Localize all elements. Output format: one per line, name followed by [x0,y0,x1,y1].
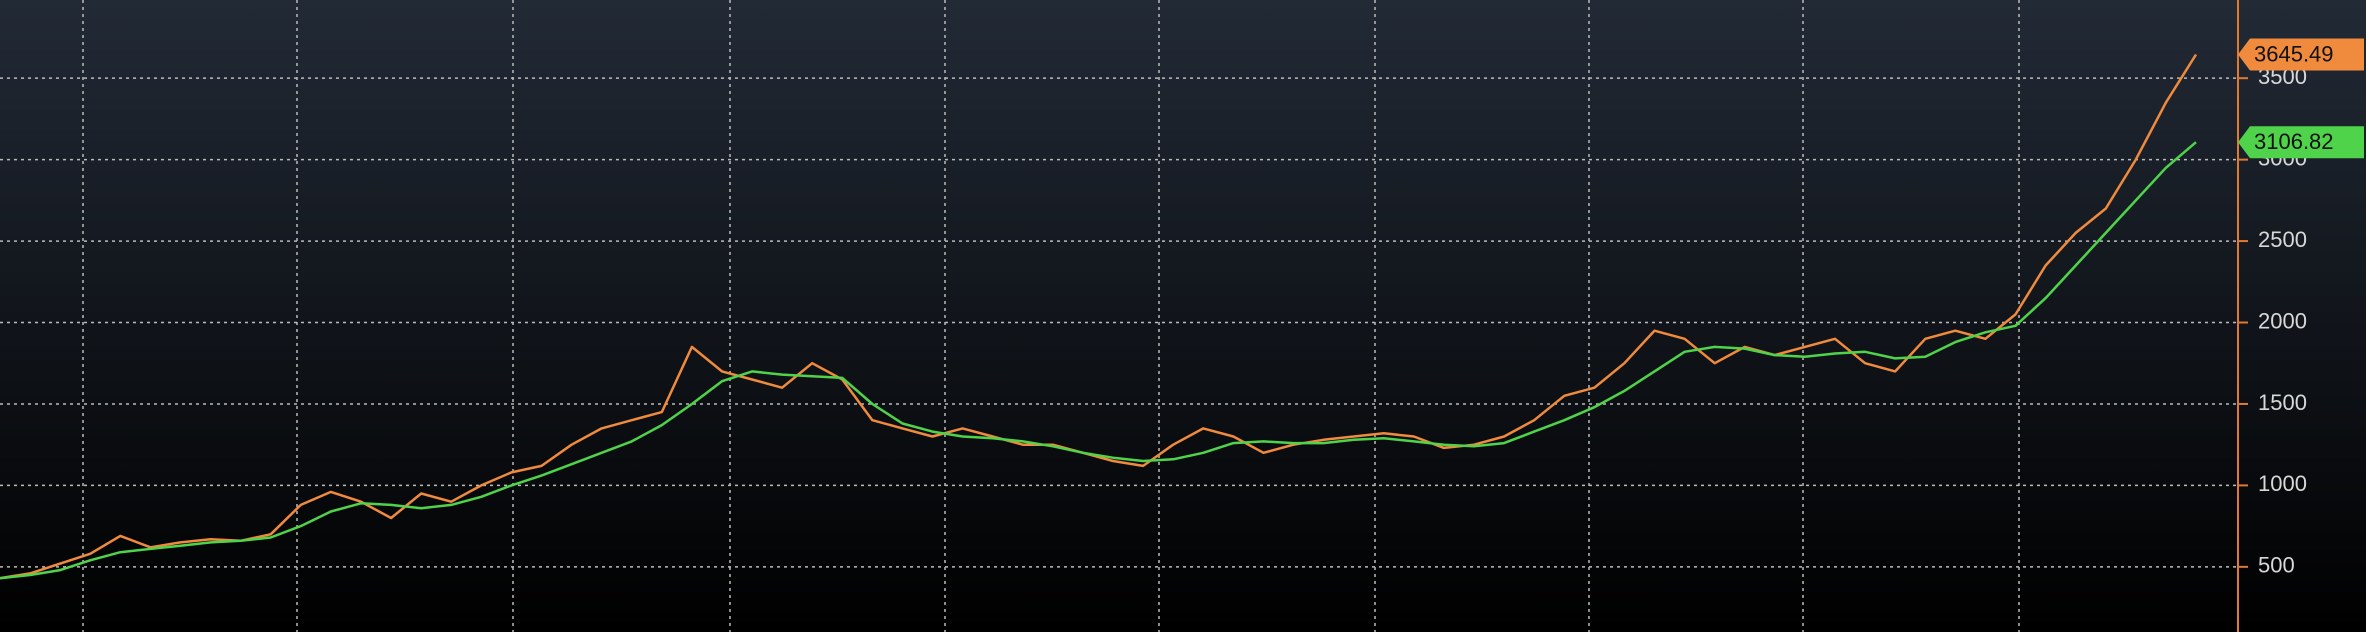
y-tick-label: 500 [2258,553,2295,578]
line-series [0,141,2197,580]
last-value-box [2238,126,2364,159]
y-tick-label: 2500 [2258,227,2307,252]
last-value-box [2238,38,2364,71]
vertical-grid [82,0,2020,632]
y-tick-label: 2000 [2258,308,2307,333]
last-value-tag: 3106.82 [2238,126,2364,159]
y-tick-label: 1000 [2258,471,2307,496]
y-tick-label: 1500 [2258,390,2307,415]
last-value-tag: 3645.49 [2238,38,2364,71]
last-value-label: 3645.49 [2254,41,2334,66]
last-value-label: 3106.82 [2254,129,2334,154]
